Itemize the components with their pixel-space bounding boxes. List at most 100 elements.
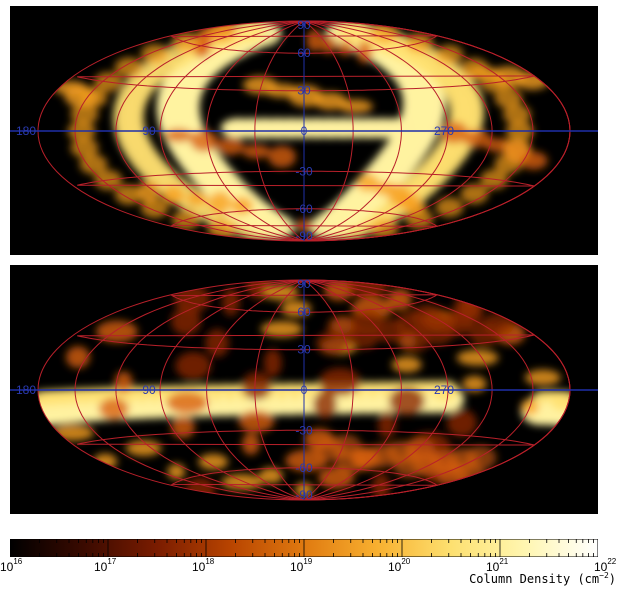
colorbar-tick-label: 1022 <box>594 557 617 574</box>
top-map-emission-cloud <box>463 129 492 148</box>
colorbar-title-text: Column Density (cm <box>469 572 600 586</box>
bottom-map-emission-cloud <box>238 410 275 433</box>
colorbar <box>9 538 599 558</box>
bottom-map-emission-cloud <box>372 472 391 500</box>
top-map-emission-cloud <box>435 197 464 218</box>
top-map-emission-cloud <box>140 43 169 64</box>
bottom-map-emission-cloud <box>260 321 303 338</box>
top-map-emission-cloud <box>356 173 379 192</box>
top-map-emission-cloud <box>186 191 209 206</box>
top-map-emission-cloud <box>140 198 169 219</box>
top-map-emission-cloud <box>216 137 245 156</box>
sky-map-bottom-svg: 180 90 0 270 90 60 30 -30 -60 -90 <box>10 265 598 514</box>
top-map-emission-cloud <box>338 99 373 114</box>
top-map-emission-cloud <box>137 180 160 203</box>
top-map-emission-cloud <box>502 137 531 158</box>
top-map-emission-cloud <box>439 121 468 144</box>
bottom-map-emission-cloud <box>318 367 361 396</box>
top-map-emission-cloud <box>190 129 219 152</box>
top-map-emission-cloud <box>79 154 108 175</box>
bottom-map-longitude-label: 180 <box>16 383 36 397</box>
bottom-map-longitude-label: 270 <box>434 383 454 397</box>
bottom-map-emission-cloud <box>98 397 129 420</box>
top-map-longitude-label: 180 <box>16 124 36 138</box>
top-map-emission-cloud <box>435 44 464 65</box>
top-map-emission-cloud <box>320 35 337 54</box>
bottom-map-emission-cloud <box>241 371 272 400</box>
bottom-map-emission-cloud <box>456 349 499 366</box>
top-map-emission-cloud <box>209 191 232 214</box>
bottom-map-emission-cloud <box>114 371 133 394</box>
bottom-map-emission-cloud <box>258 467 283 484</box>
bottom-map-emission-cloud <box>377 410 396 439</box>
top-map-emission-cloud <box>494 153 523 174</box>
top-map-emission-cloud <box>502 104 531 125</box>
top-map-emission-cloud <box>267 145 296 168</box>
bottom-map-emission-cloud <box>462 375 487 392</box>
bottom-map-latitude-label: 60 <box>297 305 311 319</box>
top-map-latitude-label: 60 <box>297 46 311 60</box>
top-map-emission-cloud <box>356 41 373 64</box>
top-map-latitude-label: 30 <box>297 84 311 98</box>
colorbar-title-exponent: −2 <box>599 571 609 580</box>
top-map-latitude-label: -60 <box>295 202 313 216</box>
bottom-map-emission-cloud <box>205 328 230 357</box>
bottom-map-emission-cloud <box>262 284 299 301</box>
bottom-map-latitude-label: -90 <box>295 488 313 502</box>
bottom-map-longitude-label: 0 <box>301 383 308 397</box>
bottom-map-emission-cloud <box>175 351 212 380</box>
top-map-emission-cloud <box>164 128 193 143</box>
bottom-map-longitude-label: 90 <box>142 383 156 397</box>
top-map-emission-cloud <box>114 57 143 78</box>
colorbar-tick-label: 1021 <box>486 557 509 574</box>
top-map-emission-cloud <box>460 58 489 79</box>
colorbar-svg <box>9 538 599 558</box>
bottom-map-emission-cloud <box>388 387 425 416</box>
top-map-emission-cloud <box>337 41 354 56</box>
sky-map-top-svg: 180 90 0 270 90 60 30 -30 -60 -90 <box>10 6 598 255</box>
bottom-map-emission-cloud <box>550 390 570 411</box>
bottom-map-emission-cloud <box>313 390 338 419</box>
bottom-map-emission-cloud <box>391 356 422 373</box>
top-map-emission-cloud <box>70 104 99 125</box>
top-map-emission-cloud <box>79 87 108 108</box>
top-map-emission-cloud <box>162 186 185 205</box>
bottom-map-emission-cloud <box>166 391 209 414</box>
colorbar-tick-labels: 1016 1017 1018 1019 1020 1021 1022 <box>0 557 624 589</box>
bottom-map-emission-cloud <box>346 280 389 299</box>
bottom-map-latitude-label: -60 <box>295 461 313 475</box>
bottom-map-latitude-label: 30 <box>297 343 311 357</box>
bottom-map-emission-cloud <box>170 416 195 439</box>
top-map-emission-cloud <box>494 88 523 109</box>
colorbar-title: Column Density (cm−2) <box>469 571 616 586</box>
top-map-longitude-label: 90 <box>142 124 156 138</box>
colorbar-title-close: ) <box>608 572 616 586</box>
bottom-map-emission-cloud <box>524 369 561 386</box>
colorbar-tick-label: 1020 <box>388 557 411 574</box>
top-map-longitude-label: 270 <box>434 124 454 138</box>
top-map-longitude-label: 0 <box>301 124 308 138</box>
bottom-map-emission-cloud <box>263 348 282 377</box>
top-map-emission-cloud <box>370 218 399 239</box>
top-map-latitude-label: -30 <box>295 164 313 178</box>
colorbar-tick-label: 1016 <box>0 557 23 574</box>
top-map-emission-cloud <box>70 137 99 158</box>
top-map-emission-cloud <box>313 92 348 111</box>
bottom-map-latitude-label: 90 <box>297 277 311 291</box>
bottom-map-emission-cloud <box>410 303 443 328</box>
colorbar-tick-label: 1017 <box>94 557 117 574</box>
bottom-map-emission-cloud <box>198 453 229 470</box>
sky-map-top: 180 90 0 270 90 60 30 -30 -60 -90 <box>10 6 598 255</box>
top-map-emission-cloud <box>337 21 374 45</box>
top-map-emission-cloud <box>376 118 413 139</box>
bottom-map-emission-cloud <box>65 346 90 369</box>
top-map-emission-cloud <box>370 23 399 44</box>
top-map-latitude-label: -90 <box>295 229 313 243</box>
bottom-map-emission-cloud <box>95 320 138 343</box>
colorbar-tick-label: 1019 <box>290 557 313 574</box>
top-map-latitude-label: 90 <box>297 18 311 32</box>
sky-map-bottom: 180 90 0 270 90 60 30 -30 -60 -90 <box>10 265 598 514</box>
top-map-emission-cloud <box>114 184 143 205</box>
top-map-emission-cloud <box>460 183 489 204</box>
bottom-map-latitude-label: -30 <box>295 423 313 437</box>
